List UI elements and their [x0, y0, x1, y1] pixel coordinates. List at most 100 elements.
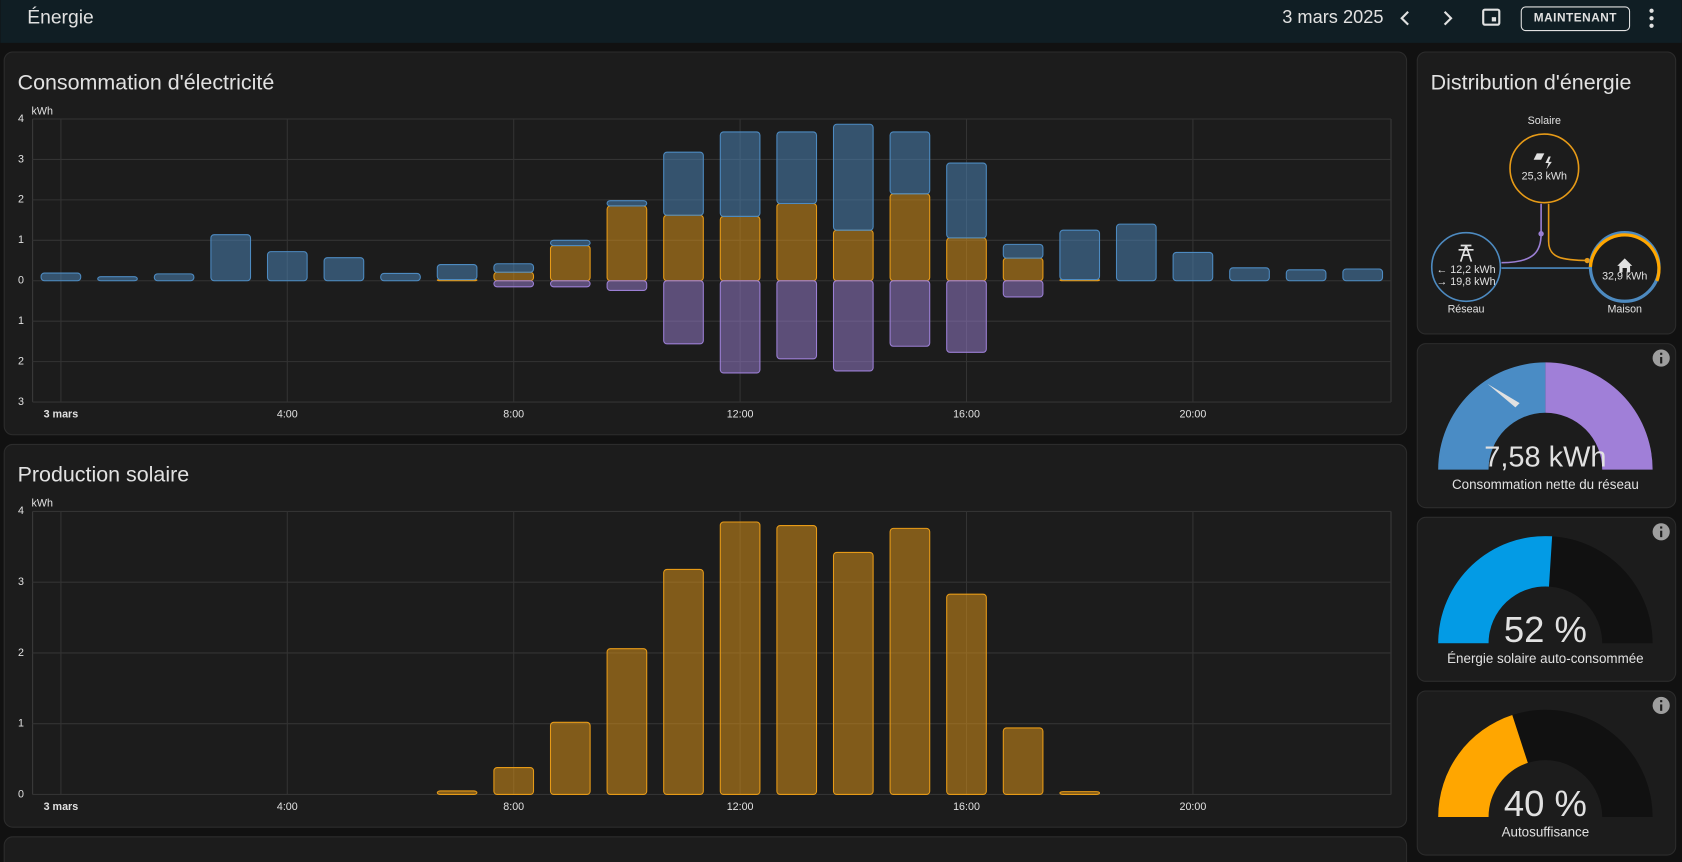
y-tick-label: 3 — [18, 576, 24, 588]
menu-button[interactable] — [1649, 8, 1654, 28]
bar — [719, 215, 761, 282]
now-button-label[interactable]: MAINTENANT — [1534, 11, 1618, 24]
calendar-button[interactable] — [1482, 8, 1501, 26]
bar — [719, 131, 761, 217]
now-button[interactable] — [1520, 6, 1631, 32]
chart-title: Consommation d'électricité — [18, 70, 275, 94]
bar — [832, 280, 874, 372]
bar — [606, 648, 648, 795]
menu-dot — [1649, 8, 1654, 13]
bar — [1285, 269, 1327, 282]
bar — [323, 257, 365, 282]
info-icon — [1660, 357, 1663, 364]
x-tick-label: 20:00 — [1179, 409, 1206, 421]
node-label: Solaire — [1528, 115, 1561, 127]
bar — [889, 131, 931, 195]
bar — [663, 568, 704, 795]
bar — [266, 251, 308, 282]
bar — [1002, 280, 1044, 298]
bar — [1342, 268, 1384, 282]
bar — [380, 272, 421, 282]
y-tick-label: 1 — [18, 315, 24, 327]
bar — [493, 767, 535, 795]
info-icon — [1660, 704, 1663, 711]
x-tick-label: 20:00 — [1179, 801, 1206, 813]
top-bar — [0, 0, 1682, 43]
bar — [97, 276, 138, 282]
bar — [549, 239, 591, 247]
chart-title: Production solaire — [18, 463, 190, 487]
x-tick-label: 3 mars — [44, 409, 79, 421]
bar — [832, 123, 874, 231]
consumption-card — [3, 51, 1408, 436]
gauge-label: Énergie solaire auto-consommée — [1447, 651, 1644, 666]
y-tick-label: 0 — [18, 788, 24, 800]
bar — [663, 151, 704, 216]
y-tick-label: 1 — [18, 718, 24, 730]
x-tick-label: 3 mars — [44, 801, 79, 813]
solar-icon — [1533, 153, 1552, 170]
bar — [606, 205, 648, 282]
node-value: → 19,8 kWh — [1437, 276, 1496, 288]
home-node-solar-arc — [1588, 233, 1661, 282]
y-axis-unit: kWh — [32, 498, 53, 510]
card-title: Distribution d'énergie — [1431, 70, 1632, 94]
next-card — [3, 836, 1408, 862]
next-button[interactable] — [1443, 11, 1453, 26]
prev-button[interactable] — [1400, 11, 1409, 26]
bar — [832, 551, 874, 795]
bar — [1002, 257, 1044, 282]
bar — [889, 527, 931, 795]
y-tick-label: 0 — [18, 275, 24, 287]
bar — [719, 280, 761, 374]
gauge-value-label: 40 % — [1504, 783, 1587, 824]
bar — [436, 790, 478, 795]
x-tick-label: 12:00 — [727, 409, 754, 421]
bar — [436, 264, 478, 281]
x-tick-label: 16:00 — [953, 801, 980, 813]
gauge-arc — [1438, 362, 1546, 470]
bar — [776, 280, 818, 360]
date-label: 3 mars 2025 — [1282, 7, 1383, 27]
y-tick-label: 3 — [18, 153, 24, 165]
flow-line — [1547, 203, 1590, 262]
production-card — [3, 443, 1408, 828]
menu-dot — [1649, 16, 1654, 21]
x-tick-label: 4:00 — [277, 801, 298, 813]
bar — [663, 214, 704, 282]
y-tick-label: 2 — [18, 647, 24, 659]
bar — [549, 280, 591, 288]
bar — [832, 229, 874, 282]
gauge-value — [1438, 715, 1528, 817]
calendar-icon — [1482, 8, 1501, 26]
y-tick-label: 2 — [18, 355, 24, 367]
x-tick-label: 16:00 — [953, 409, 980, 421]
bar — [1172, 251, 1214, 282]
bar — [776, 202, 818, 282]
bar — [606, 200, 648, 207]
menu-dot — [1649, 23, 1654, 28]
gauge-value-label: 52 % — [1504, 609, 1587, 650]
y-tick-label: 2 — [18, 194, 24, 206]
info-icon — [1660, 352, 1663, 355]
bar — [946, 280, 987, 353]
info-icon — [1660, 526, 1663, 529]
bar — [1059, 791, 1101, 795]
bar — [776, 525, 818, 795]
y-tick-label: 4 — [18, 505, 24, 517]
node-label: Maison — [1607, 304, 1642, 316]
x-tick-label: 4:00 — [277, 409, 298, 421]
gauge-value — [1438, 536, 1553, 644]
bar — [776, 131, 818, 205]
y-tick-label: 4 — [18, 113, 24, 125]
solar-node — [1509, 133, 1580, 204]
info-icon — [1660, 530, 1663, 538]
bar — [719, 521, 761, 795]
y-tick-label: 1 — [18, 234, 24, 246]
bar — [1115, 223, 1157, 282]
home-icon — [1617, 258, 1633, 273]
bar — [946, 237, 987, 282]
bar — [946, 593, 987, 795]
